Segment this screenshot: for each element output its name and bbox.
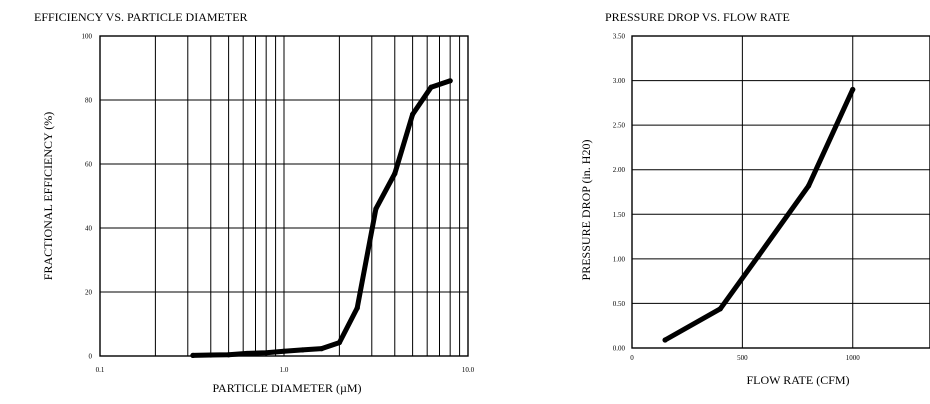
- pressure-drop-chart-title: PRESSURE DROP VS. FLOW RATE: [605, 10, 790, 24]
- efficiency-chart-title: EFFICIENCY VS. PARTICLE DIAMETER: [34, 10, 248, 24]
- pressure-drop-chart: PRESSURE DROP VS. FLOW RATE 0.00 0.50 1.00…: [579, 10, 930, 387]
- efficiency-data-point: [208, 352, 214, 358]
- efficiency-data-point: [190, 352, 196, 358]
- efficiency-y-ticks: 0 20 40 60 80 100: [82, 33, 93, 361]
- efficiency-y-axis-label: FRACTIONAL EFFICIENCY (%): [41, 112, 55, 280]
- efficiency-plot-frame: [99, 35, 469, 357]
- efficiency-data-point: [263, 350, 269, 356]
- pressure-drop-series-points: [662, 86, 856, 343]
- pressure-drop-y-tick-label: 1.50: [613, 211, 626, 219]
- pressure-drop-data-point: [850, 86, 856, 93]
- pressure-drop-gridlines: [631, 35, 930, 349]
- efficiency-data-point: [281, 348, 287, 354]
- efficiency-data-point: [226, 352, 232, 358]
- pressure-drop-data-point: [662, 337, 668, 343]
- efficiency-x-tick-label: 0.1: [96, 366, 105, 374]
- efficiency-y-tick-label: 100: [82, 33, 93, 41]
- efficiency-y-tick-label: 0: [89, 353, 93, 361]
- pressure-drop-x-tick-label: 0: [630, 354, 634, 362]
- pressure-drop-y-ticks: 0.00 0.50 1.00 1.50 2.00 2.50 3.00 3.50: [613, 33, 626, 353]
- efficiency-data-point: [318, 346, 325, 352]
- pressure-drop-y-axis-label: PRESSURE DROP (in. H20): [579, 140, 593, 281]
- efficiency-data-point: [373, 206, 379, 212]
- efficiency-data-point: [428, 84, 434, 90]
- efficiency-series-line: [190, 78, 453, 358]
- pressure-drop-x-tick-label: 500: [737, 354, 748, 362]
- efficiency-data-point: [299, 347, 306, 353]
- pressure-drop-x-ticks: 0 500 1000: [630, 354, 860, 362]
- pressure-drop-y-tick-label: 0.00: [613, 345, 626, 353]
- efficiency-y-tick-label: 40: [85, 225, 93, 233]
- pressure-drop-data-point: [717, 306, 723, 312]
- pressure-drop-x-axis-label: FLOW RATE (CFM): [746, 373, 849, 387]
- efficiency-y-tick-label: 80: [85, 97, 93, 105]
- efficiency-x-axis-label: PARTICLE DIAMETER (µM): [212, 381, 361, 395]
- efficiency-data-point: [336, 339, 342, 346]
- pressure-drop-y-tick-label: 3.50: [613, 33, 626, 41]
- pressure-drop-data-point: [756, 252, 762, 258]
- efficiency-data-point: [392, 171, 398, 177]
- pressure-drop-y-tick-label: 2.00: [613, 166, 626, 174]
- pressure-drop-plot-frame: [631, 35, 930, 349]
- pressure-drop-x-tick-label: 1000: [846, 354, 861, 362]
- efficiency-chart: EFFICIENCY VS. PARTICLE DIAMETER 0 20 40 60…: [34, 10, 475, 395]
- pressure-drop-y-tick-label: 3.00: [613, 77, 626, 85]
- efficiency-x-tick-label: 10.0: [462, 366, 475, 374]
- efficiency-gridlines: [100, 35, 468, 357]
- efficiency-y-tick-label: 20: [85, 289, 93, 297]
- efficiency-data-point: [244, 350, 250, 357]
- pressure-drop-y-tick-label: 0.50: [613, 300, 626, 308]
- efficiency-x-tick-label: 1.0: [280, 366, 289, 374]
- efficiency-data-point: [354, 305, 360, 311]
- pressure-drop-y-tick-label: 1.00: [613, 255, 626, 263]
- efficiency-series-points: [190, 78, 453, 358]
- efficiency-data-point: [447, 78, 453, 84]
- pressure-drop-y-tick-label: 2.50: [613, 122, 626, 130]
- pressure-drop-data-point: [805, 183, 812, 189]
- efficiency-y-tick-label: 60: [85, 161, 93, 169]
- efficiency-data-point: [410, 111, 416, 117]
- efficiency-x-ticks: 0.1 1.0 10.0: [96, 366, 475, 374]
